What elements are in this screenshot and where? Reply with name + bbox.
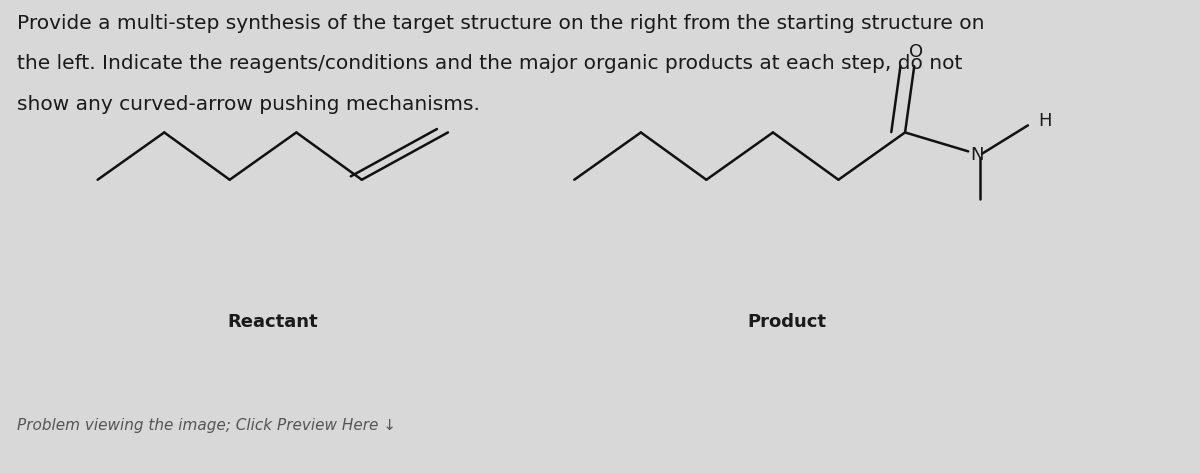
Text: show any curved-arrow pushing mechanisms.: show any curved-arrow pushing mechanisms…	[17, 95, 480, 114]
Text: Provide a multi-step synthesis of the target structure on the right from the sta: Provide a multi-step synthesis of the ta…	[17, 14, 985, 33]
Text: Problem viewing the image; Click Preview Here ↓: Problem viewing the image; Click Preview…	[17, 418, 396, 433]
Text: O: O	[910, 43, 924, 61]
Text: Product: Product	[748, 313, 827, 331]
Text: the left. Indicate the reagents/conditions and the major organic products at eac: the left. Indicate the reagents/conditio…	[17, 54, 962, 73]
Text: H: H	[1038, 112, 1052, 130]
Text: Reactant: Reactant	[227, 313, 318, 331]
Text: N: N	[971, 146, 984, 164]
